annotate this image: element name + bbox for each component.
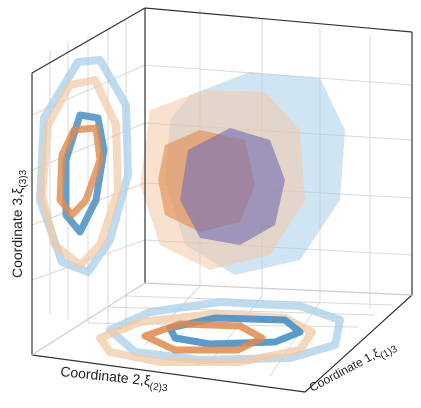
box-frame	[31, 7, 413, 393]
box-edge	[144, 7, 413, 33]
floor-projection-inner-series-1	[141, 320, 266, 354]
box-edge	[144, 282, 413, 296]
floor-projections	[96, 298, 344, 366]
z-axis-label: Coordinate 3,ξ(3)3	[9, 169, 29, 278]
floor-projection-outer-series-1	[96, 310, 316, 366]
wall-projection-outer-series-1	[38, 76, 122, 269]
polytope-bodies	[140, 72, 345, 275]
wall-projection-inner-series-2	[62, 111, 108, 236]
box-edge	[31, 354, 306, 393]
floor-projection-outer-series-2	[106, 298, 344, 364]
wall-projection-inner-series-1	[56, 124, 104, 219]
box-edge	[31, 7, 146, 74]
floor-grid-line	[269, 301, 321, 377]
body-inner-series-3	[180, 128, 285, 245]
box-edge	[304, 294, 413, 393]
floor-projection-inner-series-2	[166, 314, 304, 348]
box-edge	[31, 282, 146, 356]
wall-projections	[36, 56, 132, 276]
y-axis-label: Coordinate 2,ξ(2)3	[59, 363, 169, 394]
